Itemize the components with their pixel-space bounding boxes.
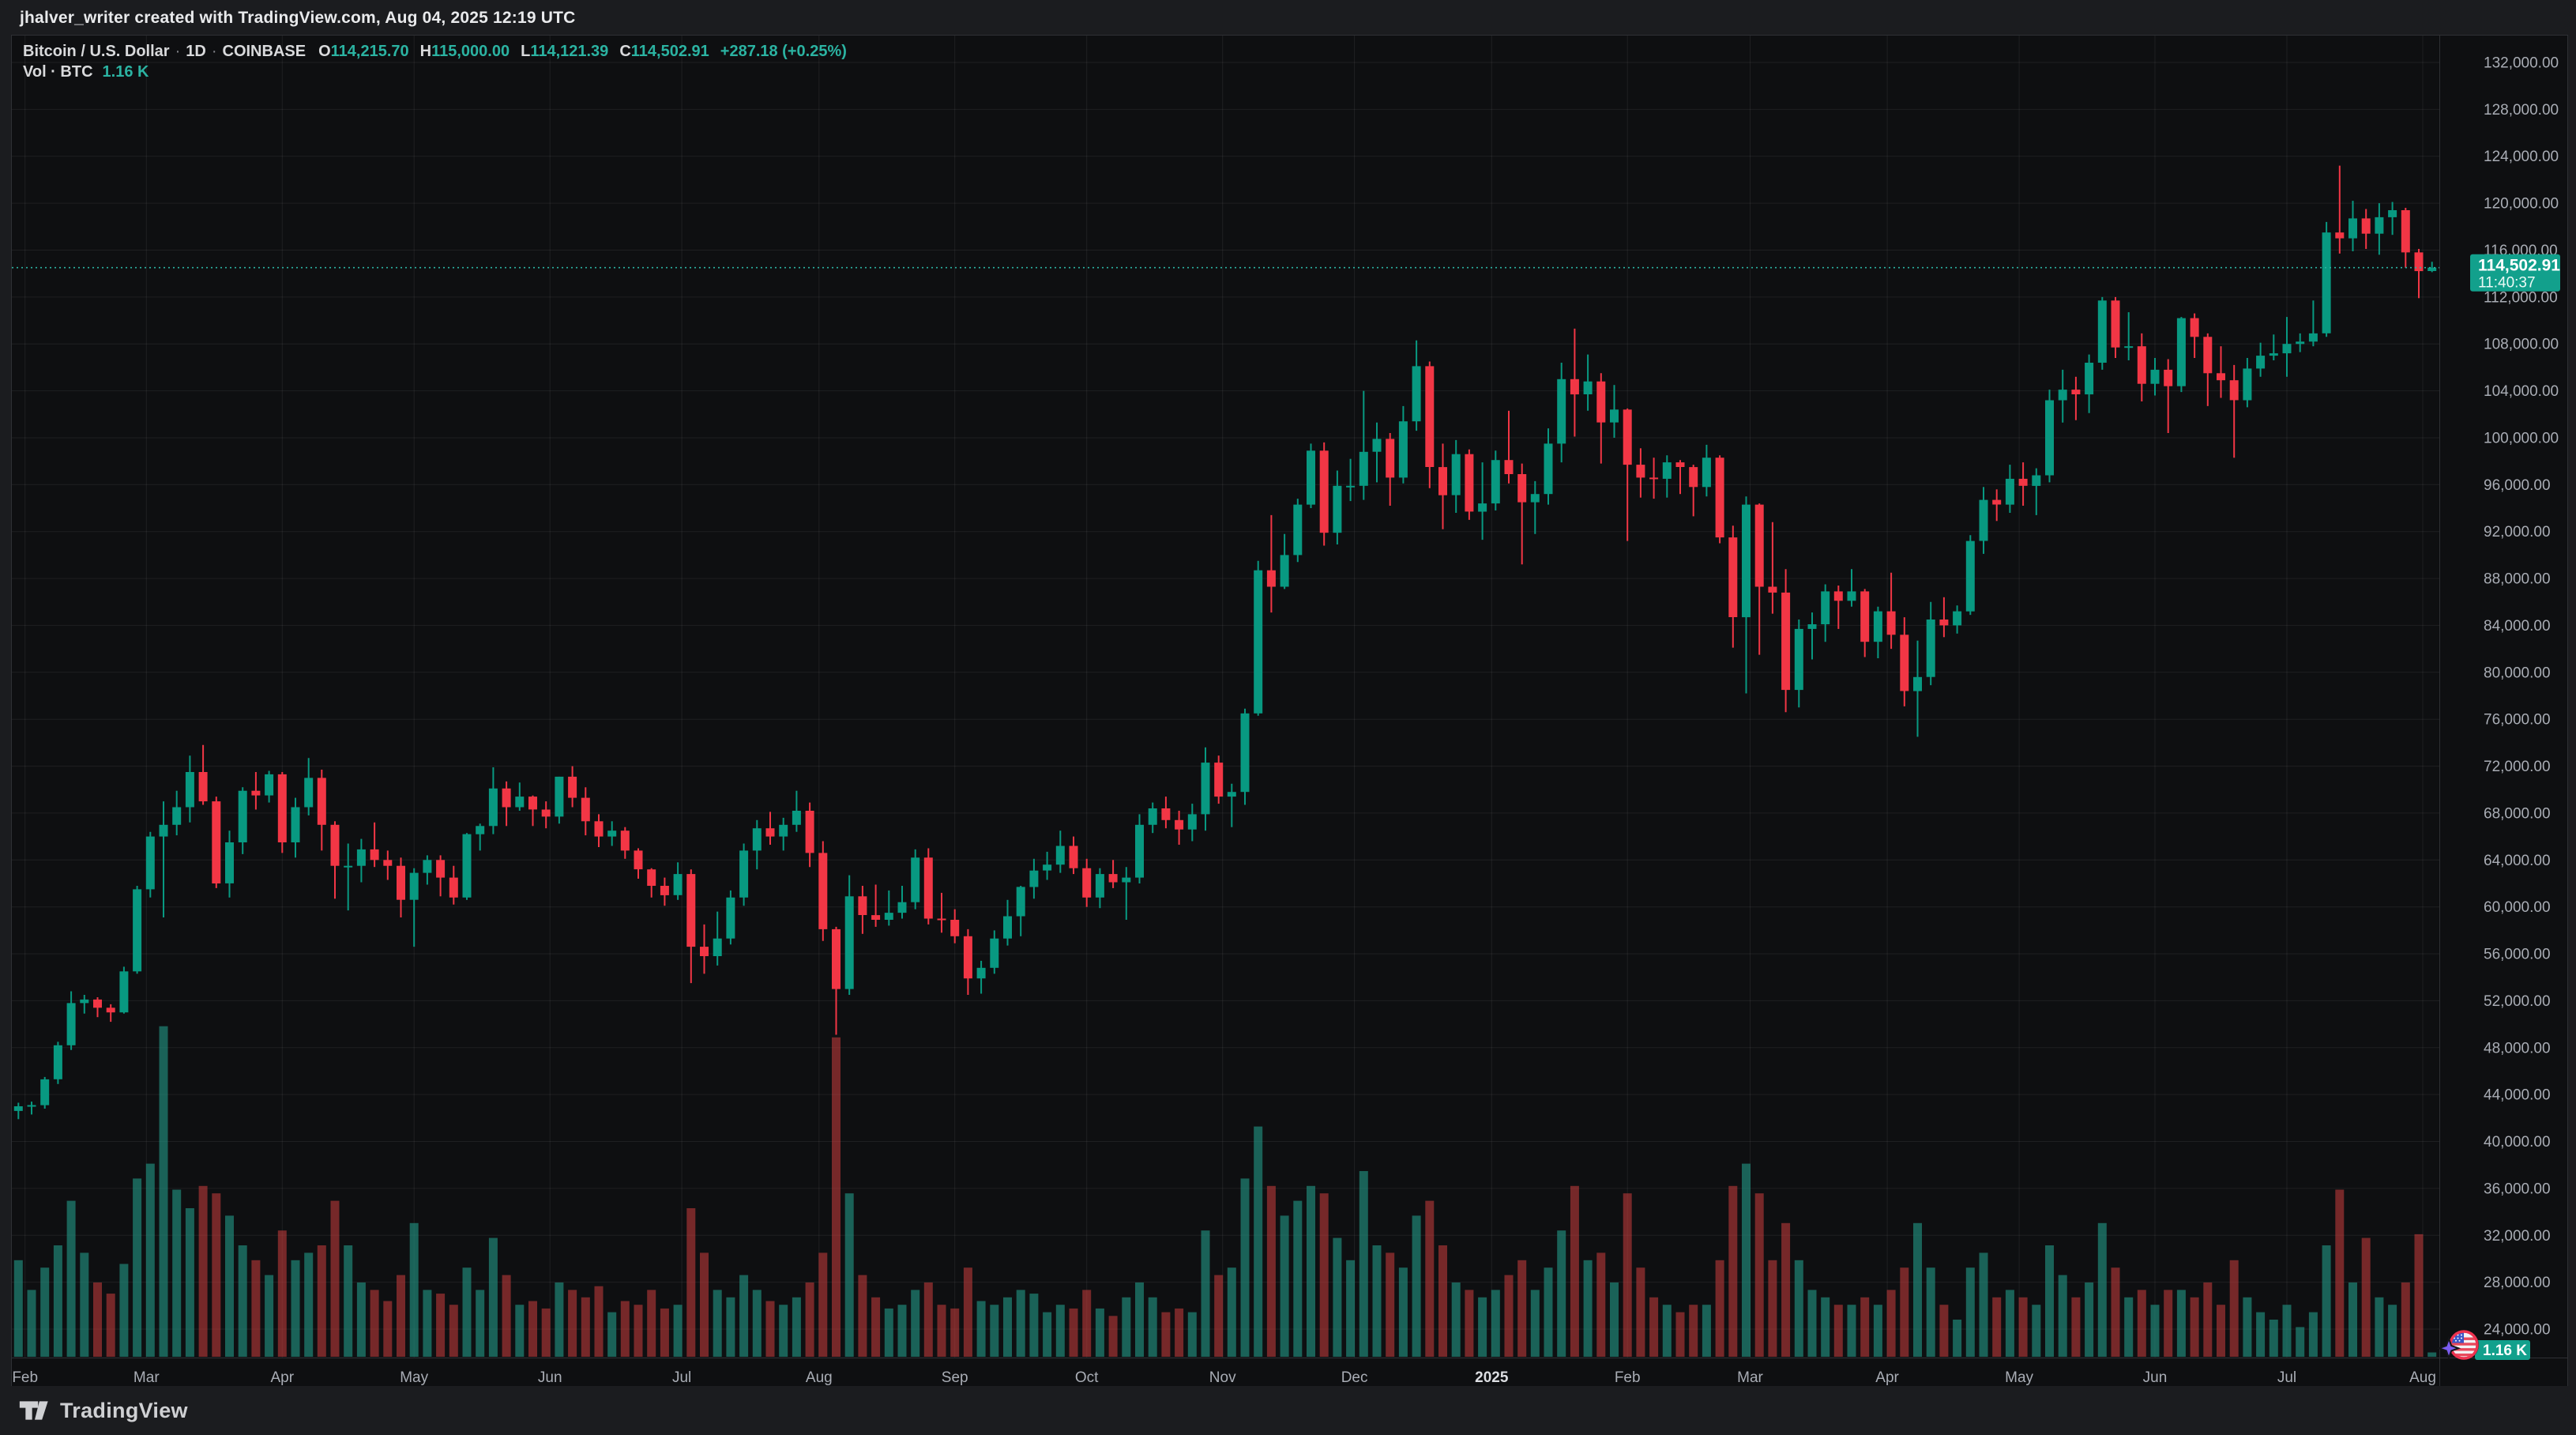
svg-text:Oct: Oct xyxy=(1075,1369,1099,1386)
symbol-name[interactable]: Bitcoin / U.S. Dollar xyxy=(23,42,170,60)
svg-text:Mar: Mar xyxy=(134,1369,160,1386)
candles xyxy=(13,165,2437,1120)
sparkle-icon xyxy=(2436,1336,2461,1361)
chart-region[interactable]: Bitcoin / U.S. Dollar · 1D · COINBASE O1… xyxy=(12,36,2567,1386)
svg-text:24,000.00: 24,000.00 xyxy=(2484,1322,2551,1339)
tradingview-logo-icon xyxy=(19,1401,48,1420)
svg-text:114,502.91: 114,502.91 xyxy=(2478,257,2560,275)
svg-text:Aug: Aug xyxy=(2409,1369,2436,1386)
ohlc-open: O114,215.70 xyxy=(318,42,409,60)
svg-text:112,000.00: 112,000.00 xyxy=(2484,289,2558,306)
svg-text:Mar: Mar xyxy=(1737,1369,1763,1386)
ohlc-high: H115,000.00 xyxy=(419,42,510,60)
svg-text:Dec: Dec xyxy=(1341,1369,1368,1386)
chart-canvas[interactable]: 132,000.00 128,000.00 124,000.00 120,000.00… xyxy=(12,36,2567,1386)
svg-text:1.16 K: 1.16 K xyxy=(2483,1343,2527,1359)
svg-text:Jul: Jul xyxy=(2277,1369,2296,1386)
svg-text:64,000.00: 64,000.00 xyxy=(2484,853,2551,869)
svg-text:May: May xyxy=(400,1369,428,1386)
svg-text:Jun: Jun xyxy=(2143,1369,2168,1386)
tradingview-logo[interactable]: TradingView xyxy=(19,1399,188,1423)
svg-text:100,000.00: 100,000.00 xyxy=(2484,431,2559,447)
svg-text:80,000.00: 80,000.00 xyxy=(2484,665,2551,681)
legend-symbol-row: Bitcoin / U.S. Dollar · 1D · COINBASE O1… xyxy=(23,41,847,62)
volume-bars xyxy=(13,1026,2437,1357)
svg-text:Sep: Sep xyxy=(942,1369,968,1386)
svg-text:88,000.00: 88,000.00 xyxy=(2484,571,2551,588)
svg-text:132,000.00: 132,000.00 xyxy=(2484,55,2559,72)
svg-text:Feb: Feb xyxy=(12,1369,38,1386)
volume-indicator-label[interactable]: Vol · BTC xyxy=(23,62,93,81)
tradingview-logo-text: TradingView xyxy=(60,1398,188,1422)
separator-dot: · xyxy=(175,42,181,60)
svg-text:84,000.00: 84,000.00 xyxy=(2484,618,2551,635)
svg-text:104,000.00: 104,000.00 xyxy=(2484,383,2559,400)
ohlc-close: C114,502.91 xyxy=(619,42,709,60)
svg-text:28,000.00: 28,000.00 xyxy=(2484,1275,2551,1291)
svg-text:36,000.00: 36,000.00 xyxy=(2484,1181,2551,1197)
footer-bar: TradingView xyxy=(0,1386,2576,1435)
svg-text:May: May xyxy=(2005,1369,2033,1386)
svg-text:56,000.00: 56,000.00 xyxy=(2484,947,2551,963)
svg-text:120,000.00: 120,000.00 xyxy=(2484,196,2559,213)
svg-text:48,000.00: 48,000.00 xyxy=(2484,1040,2551,1056)
attribution-text: jhalver_writer created with TradingView.… xyxy=(20,8,576,27)
svg-text:60,000.00: 60,000.00 xyxy=(2484,899,2551,916)
svg-text:76,000.00: 76,000.00 xyxy=(2484,712,2551,729)
exchange-label: COINBASE xyxy=(222,42,306,60)
separator-dot: · xyxy=(211,42,217,60)
svg-text:Feb: Feb xyxy=(1615,1369,1641,1386)
svg-text:52,000.00: 52,000.00 xyxy=(2484,993,2551,1010)
svg-text:Apr: Apr xyxy=(1875,1369,1899,1386)
svg-text:44,000.00: 44,000.00 xyxy=(2484,1087,2551,1104)
svg-text:Aug: Aug xyxy=(806,1369,833,1386)
last-volume-label: 1.16 K xyxy=(2475,1340,2530,1360)
svg-text:Apr: Apr xyxy=(271,1369,295,1386)
price-gridlines xyxy=(12,62,2439,1330)
change-value: +287.18 (+0.25%) xyxy=(720,42,847,60)
svg-text:128,000.00: 128,000.00 xyxy=(2484,102,2559,119)
svg-text:40,000.00: 40,000.00 xyxy=(2484,1134,2551,1151)
svg-text:32,000.00: 32,000.00 xyxy=(2484,1228,2551,1245)
price-axis-labels[interactable]: 132,000.00 128,000.00 124,000.00 120,000.00… xyxy=(2484,55,2559,1339)
timeframe-label[interactable]: 1D xyxy=(186,42,206,60)
svg-text:Jul: Jul xyxy=(672,1369,691,1386)
svg-text:11:40:37: 11:40:37 xyxy=(2478,275,2536,292)
svg-text:72,000.00: 72,000.00 xyxy=(2484,759,2551,775)
chart-legend: Bitcoin / U.S. Dollar · 1D · COINBASE O1… xyxy=(23,41,847,82)
attribution-bar: jhalver_writer created with TradingView.… xyxy=(0,0,2576,36)
time-gridlines xyxy=(24,36,2424,1358)
volume-indicator-value: 1.16 K xyxy=(102,62,149,81)
svg-text:96,000.00: 96,000.00 xyxy=(2484,477,2551,494)
last-price-label: 114,502.91 11:40:37 xyxy=(2470,254,2560,292)
svg-text:92,000.00: 92,000.00 xyxy=(2484,524,2551,540)
time-axis-labels[interactable]: Feb Mar Apr May Jun Jul Aug Sep Oct Nov Dec 2025 Feb… xyxy=(12,1369,2436,1386)
event-marker-icon[interactable] xyxy=(2436,1330,2479,1361)
svg-text:108,000.00: 108,000.00 xyxy=(2484,337,2559,353)
svg-text:Nov: Nov xyxy=(1209,1369,1236,1386)
svg-text:68,000.00: 68,000.00 xyxy=(2484,805,2551,822)
ohlc-low: L114,121.39 xyxy=(521,42,609,60)
svg-text:Jun: Jun xyxy=(538,1369,562,1386)
legend-volume-row: Vol · BTC 1.16 K xyxy=(23,62,847,82)
svg-text:2025: 2025 xyxy=(1475,1369,1509,1386)
svg-text:124,000.00: 124,000.00 xyxy=(2484,149,2559,165)
